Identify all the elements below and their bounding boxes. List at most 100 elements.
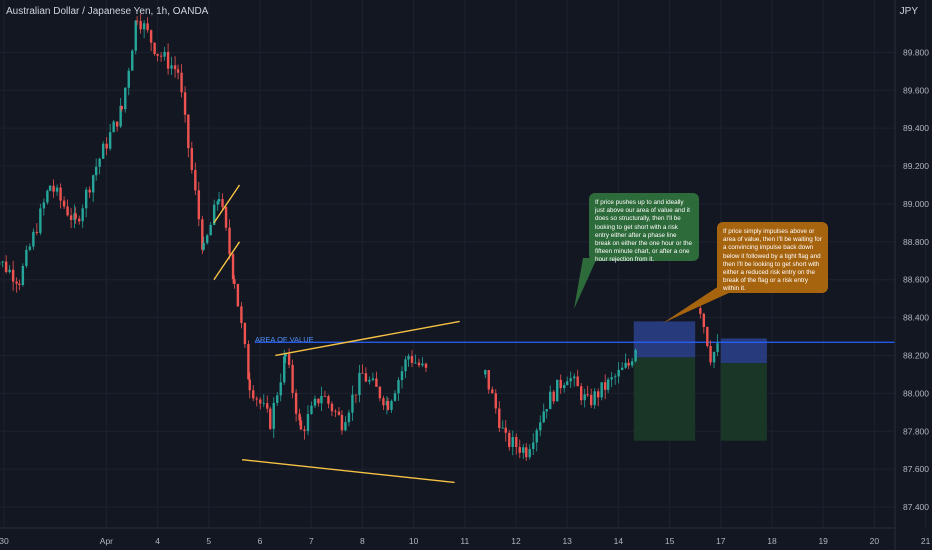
candle-body xyxy=(88,189,91,193)
candle-body xyxy=(28,246,32,250)
candle-body xyxy=(135,20,139,22)
trendline xyxy=(275,320,460,357)
y-tick-label: 89.200 xyxy=(903,161,929,171)
candle-body xyxy=(55,187,59,192)
trendlines xyxy=(213,184,460,484)
candle-body xyxy=(539,422,542,431)
candle-body xyxy=(421,363,424,366)
candle-body xyxy=(52,185,55,192)
y-tick-label: 87.600 xyxy=(903,464,929,474)
x-tick-label: 4 xyxy=(155,536,160,546)
candle-body xyxy=(217,199,221,202)
candle-body xyxy=(552,391,555,402)
candle-body xyxy=(407,356,410,360)
candle-body xyxy=(35,231,39,233)
candle-body xyxy=(390,400,393,410)
candle-body xyxy=(361,372,364,374)
candle-body xyxy=(180,72,183,93)
orange-note-pointer xyxy=(663,284,731,323)
candle-body xyxy=(378,386,382,399)
candle-body xyxy=(209,224,212,236)
candle-body xyxy=(197,190,201,220)
candle-body xyxy=(91,175,95,193)
candle-body xyxy=(358,372,361,396)
candle-body xyxy=(627,362,630,366)
candle-body xyxy=(624,362,627,368)
candle-body xyxy=(313,398,317,406)
candle-body xyxy=(494,393,497,409)
candle-body xyxy=(593,391,596,406)
candle-body xyxy=(310,405,313,414)
candle-body xyxy=(556,379,559,402)
candle-body xyxy=(173,65,177,70)
candle-body xyxy=(266,403,269,409)
candle-body xyxy=(504,427,507,433)
candles xyxy=(0,13,719,461)
candle-body xyxy=(269,408,272,429)
candle-body xyxy=(487,370,490,390)
candle-body xyxy=(576,376,579,387)
candle-body xyxy=(586,394,589,396)
candle-body xyxy=(498,408,501,429)
y-tick-label: 89.000 xyxy=(903,199,929,209)
candle-body xyxy=(327,396,330,404)
candle-body xyxy=(404,359,407,372)
candle-body xyxy=(563,385,566,389)
candle-body xyxy=(94,166,98,176)
candle-body xyxy=(243,323,247,345)
candle-body xyxy=(240,306,243,324)
candle-body xyxy=(340,414,344,431)
candle-body xyxy=(153,42,156,54)
x-tick-label: 18 xyxy=(767,536,777,546)
x-tick-label: 11 xyxy=(460,536,469,546)
short-stop-zone xyxy=(633,321,696,358)
candle-body xyxy=(573,376,576,379)
candle-body xyxy=(528,449,531,458)
candle-body xyxy=(112,121,115,133)
candle-body xyxy=(600,382,603,398)
candle-body xyxy=(306,413,310,431)
candle-body xyxy=(201,219,204,250)
green-note: If price pushes up to and ideally just a… xyxy=(589,193,699,263)
x-tick-label: 8 xyxy=(360,536,365,546)
x-tick-label: 30 xyxy=(0,536,9,546)
candle-body xyxy=(330,403,334,412)
candle-body xyxy=(702,313,706,328)
candle-body xyxy=(283,356,286,383)
x-tick-label: 7 xyxy=(309,536,314,546)
candle-body xyxy=(334,411,337,413)
candle-body xyxy=(532,442,535,450)
y-tick-label: 88.600 xyxy=(903,275,929,285)
candle-body xyxy=(589,394,593,406)
candle-body xyxy=(382,398,385,406)
x-tick-label: 17 xyxy=(716,536,726,546)
candle-body xyxy=(262,403,265,405)
candle-body xyxy=(170,65,173,69)
candle-body xyxy=(620,367,624,370)
candle-body xyxy=(566,381,569,386)
candle-body xyxy=(59,187,62,201)
candle-body xyxy=(491,389,494,394)
candle-body xyxy=(515,437,518,448)
candle-body xyxy=(580,386,583,401)
callout-pointers xyxy=(574,258,731,323)
candle-body xyxy=(508,432,511,447)
candle-body xyxy=(159,55,163,57)
x-tick-label: Apr xyxy=(100,536,113,546)
candle-body xyxy=(216,201,219,205)
candle-body xyxy=(617,369,620,377)
candle-body xyxy=(630,361,634,366)
candle-body xyxy=(393,393,397,401)
x-tick-label: 6 xyxy=(258,536,263,546)
candle-body xyxy=(716,343,719,353)
candle-body xyxy=(525,447,528,458)
candle-body xyxy=(294,392,298,414)
candle-body xyxy=(48,185,52,191)
candle-body xyxy=(603,382,607,390)
candle-body xyxy=(163,51,166,57)
candle-body xyxy=(699,308,702,314)
trendline xyxy=(213,241,241,281)
candle-body xyxy=(386,401,390,410)
